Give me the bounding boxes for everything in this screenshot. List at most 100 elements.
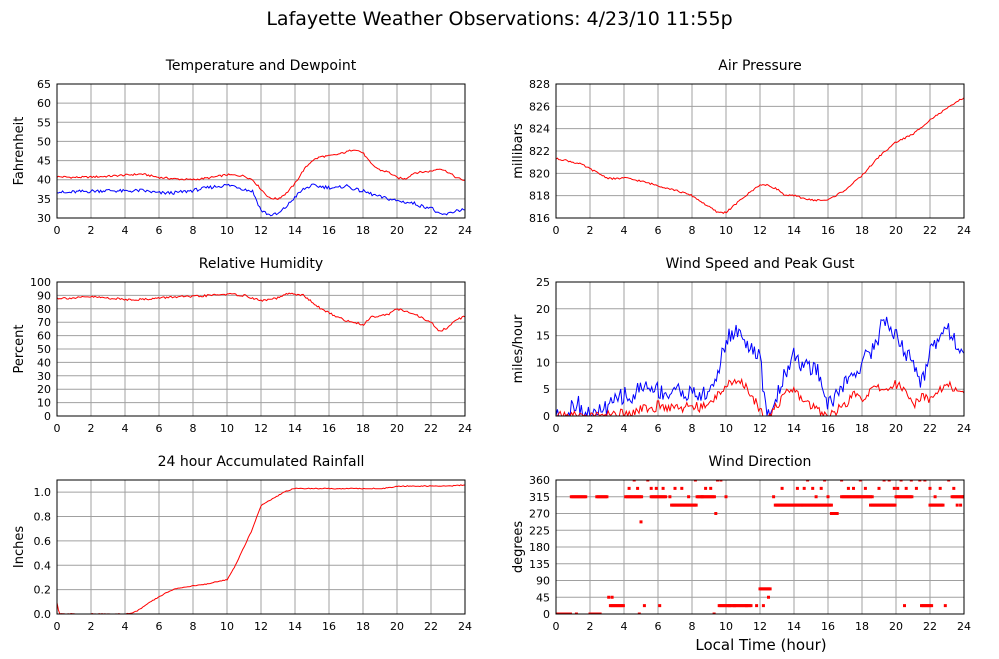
x-tick-label: 10 [719,224,733,237]
wind-direction-point [632,480,636,482]
x-tick-label: 18 [356,620,370,633]
x-tick-label: 24 [458,224,472,237]
wind-direction-point [914,486,918,490]
y-tick-label: 0.8 [34,511,52,524]
wind-direction-point [811,486,815,490]
y-axis-label: miles/hour [511,314,526,383]
wind-direction-point [640,495,644,499]
x-tick-label: 16 [821,422,835,435]
x-tick-label: 0 [54,422,61,435]
wind-direction-point [727,604,731,608]
x-tick-label: 20 [889,224,903,237]
x-tick-label: 20 [390,224,404,237]
y-tick-label: 0.4 [34,559,52,572]
wind-direction-point [823,480,827,482]
wind-direction-point [637,612,641,614]
wind-direction-point [802,486,806,490]
x-tick-label: 22 [923,224,937,237]
wind-direction-point [943,604,947,608]
wind-direction-point [870,495,874,499]
y-tick-label: 55 [37,116,51,129]
x-tick-label: 2 [587,620,594,633]
series-line-red [57,484,465,614]
y-tick-label: 40 [37,356,51,369]
chart-title: Wind Direction [709,454,812,470]
wind-direction-point [768,587,772,591]
x-tick-label: 8 [689,422,696,435]
y-tick-label: 30 [37,370,51,383]
x-tick-label: 20 [390,620,404,633]
wind-direction-point [918,480,922,482]
y-tick-label: 15 [536,330,550,343]
x-tick-label: 4 [122,422,129,435]
x-tick-label: 24 [957,620,971,633]
y-tick-label: 30 [37,212,51,225]
wind-direction-point [591,612,595,614]
y-tick-label: 90 [37,289,51,302]
x-tick-label: 18 [855,422,869,435]
wind-direction-point [910,495,914,499]
wind-direction-point [639,520,643,524]
y-tick-label: 824 [529,123,550,136]
y-tick-label: 0.2 [34,584,52,597]
y-tick-label: 90 [536,575,550,588]
wind-direction-point [704,486,708,490]
x-tick-label: 10 [220,224,234,237]
x-tick-label: 22 [424,224,438,237]
wind-direction-point [892,486,896,490]
chart-title: Temperature and Dewpoint [165,58,357,74]
x-tick-label: 14 [288,224,302,237]
x-tick-label: 16 [322,620,336,633]
plot-area [57,484,465,614]
x-tick-label: 14 [787,422,801,435]
x-tick-label: 8 [190,422,197,435]
x-tick-label: 6 [156,422,163,435]
y-tick-label: 360 [529,474,550,487]
wind-direction-point [636,486,640,490]
series-line-red [57,292,465,332]
x-tick-label: 4 [621,620,628,633]
plot-frame [56,281,466,417]
x-tick-label: 20 [390,422,404,435]
x-tick-label: 18 [356,422,370,435]
page-title: Lafayette Weather Observations: 4/23/10 … [266,8,733,30]
y-axis-label: Inches [12,526,27,568]
x-tick-label: 4 [122,224,129,237]
wind-direction-point [700,495,704,499]
y-tick-label: 816 [529,212,550,225]
wind-direction-point [646,480,650,482]
x-tick-label: 2 [88,422,95,435]
wind-direction-point [649,486,653,490]
wind-direction-point [814,495,818,499]
wind-direction-point [712,495,716,499]
x-tick-label: 0 [553,224,560,237]
y-tick-label: 5 [543,383,550,396]
wind-direction-point [767,595,770,599]
x-tick-label: 0 [553,422,560,435]
wind-direction-point [938,486,942,490]
wind-direction-point [724,495,728,499]
wind-direction-point [694,503,698,507]
x-tick-label: 6 [655,422,662,435]
wind-direction-point [882,480,886,482]
wind-direction-point [819,486,823,490]
wind-direction-point [687,495,691,499]
y-tick-label: 60 [37,330,51,343]
y-tick-label: 60 [37,97,51,110]
x-tick-label: 14 [288,422,302,435]
wind-direction-point [863,486,867,490]
wind-direction-point [955,503,959,507]
wind-direction-point [896,486,900,490]
wind-direction-point [733,604,736,608]
wind-direction-point [893,503,897,507]
y-tick-label: 70 [37,316,51,329]
x-tick-label: 24 [957,422,971,435]
x-tick-label: 2 [587,224,594,237]
x-tick-label: 14 [787,620,801,633]
wind-direction-point [941,503,945,507]
wind-direction-point [858,480,862,482]
wind-direction-point [744,604,748,608]
chart-title: Air Pressure [718,58,801,74]
wind-direction-point [923,480,927,482]
